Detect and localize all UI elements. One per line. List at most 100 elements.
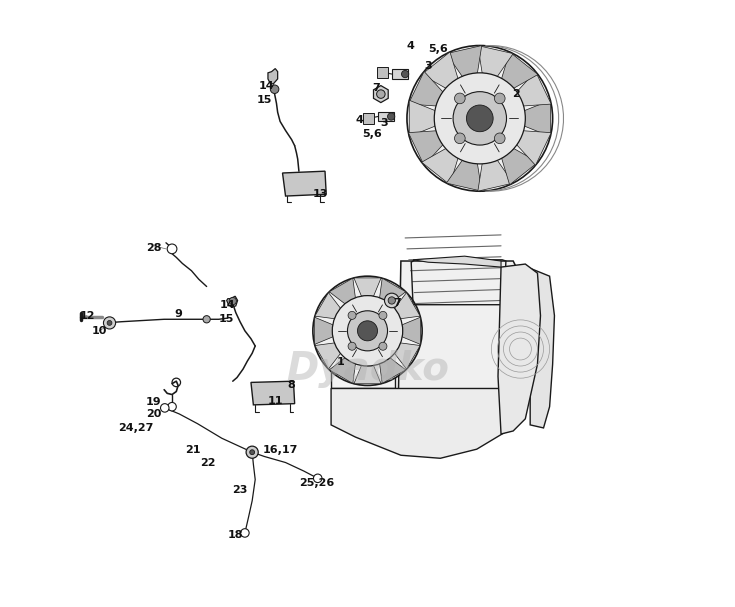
Polygon shape [402,317,420,344]
Polygon shape [282,171,326,196]
Polygon shape [226,296,237,307]
Text: 20: 20 [146,409,162,419]
Circle shape [467,105,493,132]
Text: 9: 9 [174,309,182,319]
Polygon shape [315,317,333,344]
Polygon shape [268,69,278,84]
Circle shape [495,93,505,104]
Polygon shape [517,72,551,106]
Polygon shape [446,46,481,76]
Polygon shape [379,278,406,304]
Text: 21: 21 [185,446,201,455]
Text: 24,27: 24,27 [118,423,154,433]
Polygon shape [379,358,406,384]
Bar [392,69,408,79]
Text: 13: 13 [312,189,328,199]
Polygon shape [478,46,513,76]
Polygon shape [409,131,442,165]
Polygon shape [409,100,435,137]
Text: 4: 4 [356,115,364,125]
Circle shape [388,297,395,304]
Text: 23: 23 [232,486,248,495]
Polygon shape [525,100,551,137]
Circle shape [332,296,403,366]
Polygon shape [501,52,538,88]
Polygon shape [478,160,513,191]
Text: 19: 19 [146,397,162,407]
Circle shape [240,529,249,537]
Circle shape [348,342,356,350]
Circle shape [104,317,115,329]
Circle shape [357,320,378,341]
Polygon shape [398,261,516,431]
Circle shape [348,311,356,319]
Circle shape [313,276,422,385]
Polygon shape [409,72,442,106]
Text: 14: 14 [220,300,236,310]
Circle shape [379,311,387,319]
Text: 22: 22 [200,458,215,468]
Text: 3: 3 [424,61,432,70]
Text: 12: 12 [79,311,95,320]
Circle shape [376,90,385,98]
Polygon shape [517,131,551,165]
Circle shape [250,450,254,455]
Text: 7: 7 [373,83,381,93]
Circle shape [384,293,399,308]
Polygon shape [373,86,388,103]
Polygon shape [329,358,356,384]
Text: 8: 8 [287,381,295,390]
Circle shape [454,133,465,144]
Text: 4: 4 [406,41,414,50]
Text: 1: 1 [337,358,345,367]
Circle shape [160,404,169,412]
Polygon shape [446,160,481,191]
Text: 28: 28 [146,243,162,253]
Circle shape [107,320,112,325]
Text: 7: 7 [392,299,401,308]
Text: 2: 2 [512,89,520,99]
Circle shape [203,316,210,323]
Text: Dyadko: Dyadko [286,350,449,388]
Circle shape [313,474,322,483]
Polygon shape [413,256,501,267]
Text: 18: 18 [228,531,243,540]
Polygon shape [329,278,356,304]
Circle shape [495,133,505,144]
Polygon shape [501,149,538,185]
Text: 3: 3 [381,118,388,127]
Polygon shape [422,149,458,185]
Polygon shape [315,343,340,369]
Text: 10: 10 [92,326,107,336]
Polygon shape [395,343,420,369]
Text: 14: 14 [258,81,274,91]
Bar [377,67,388,78]
Circle shape [246,446,258,458]
Circle shape [454,93,465,104]
Polygon shape [315,293,340,319]
Polygon shape [331,334,395,388]
Text: 25,26: 25,26 [299,478,334,487]
Circle shape [348,311,387,351]
Circle shape [168,402,176,411]
Polygon shape [354,365,381,384]
Circle shape [167,244,177,254]
Polygon shape [395,293,420,319]
Text: 5,6: 5,6 [362,129,382,138]
Polygon shape [422,52,458,88]
Circle shape [379,342,387,350]
Circle shape [434,73,526,164]
Polygon shape [498,264,540,434]
Circle shape [270,85,279,93]
Circle shape [401,70,409,78]
Polygon shape [530,268,554,428]
Text: 15: 15 [218,314,234,324]
Polygon shape [251,381,295,405]
Text: 11: 11 [268,396,283,405]
Text: 15: 15 [257,95,272,104]
Polygon shape [354,278,381,296]
Bar [363,113,374,124]
Circle shape [407,46,553,191]
Text: 5,6: 5,6 [429,44,448,53]
Circle shape [453,92,506,145]
